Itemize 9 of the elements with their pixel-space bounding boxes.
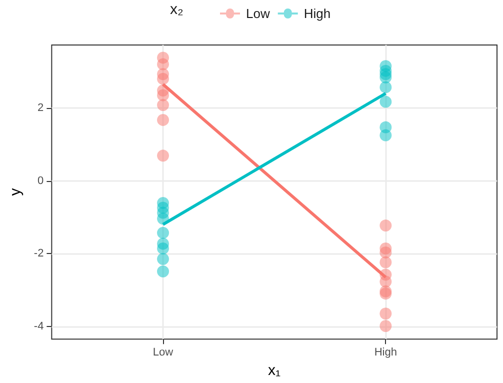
legend-label: High xyxy=(304,6,331,21)
y-axis-title: y xyxy=(7,188,24,196)
y-tick-label: -2 xyxy=(34,248,44,260)
x-axis-title: x₁ xyxy=(268,362,281,379)
y-tick-label: 2 xyxy=(38,102,44,114)
y-tick-label: 0 xyxy=(38,174,44,187)
y-tick-label: -4 xyxy=(34,320,44,332)
legend-title: x₂ xyxy=(170,1,184,18)
legend-label: Low xyxy=(246,6,270,21)
